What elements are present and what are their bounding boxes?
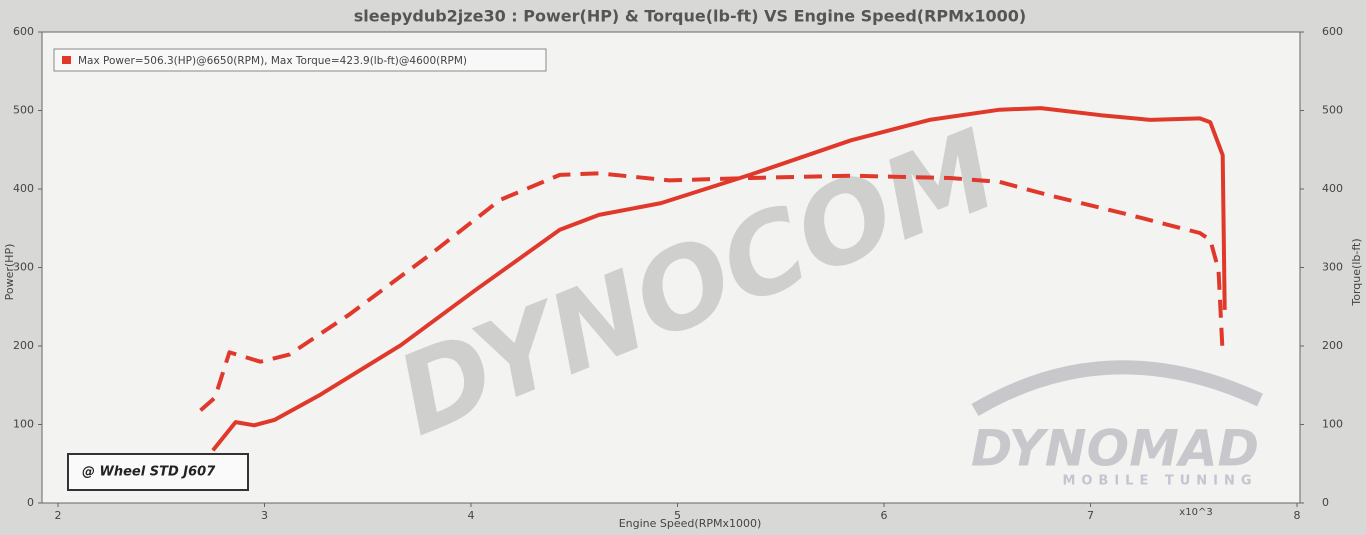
y-axis-label: Power(HP) <box>3 244 16 301</box>
marks: 2 3 4 5 6 7 8 0 100 200 300 400 500 600 0 100 200 300 400 5… <box>13 25 1343 522</box>
series-line <box>211 106 1227 452</box>
y2-tick-label: 200 <box>1322 339 1343 352</box>
legend-swatch <box>62 56 71 64</box>
chart-title: sleepydub2jze30 : Power(HP) & Torque(lb-… <box>354 7 1026 26</box>
x-tick-label: 8 <box>1294 509 1301 522</box>
y2-tick-label: 500 <box>1322 104 1343 117</box>
y-tick-label: 500 <box>13 104 34 117</box>
x-tick-label: 3 <box>261 509 268 522</box>
x-tick-label: 5 <box>674 509 681 522</box>
logo-arc <box>971 360 1263 417</box>
watermark: MOBILE TUNING <box>1062 474 1257 489</box>
y-tick-label: 100 <box>13 418 34 431</box>
x-tick-label: 6 <box>881 509 888 522</box>
legend-box <box>53 48 547 72</box>
y2-tick-label: 600 <box>1322 25 1343 38</box>
series-line <box>199 171 1225 412</box>
x-tick-label: 7 <box>1087 509 1094 522</box>
y-tick-label: 600 <box>13 25 34 38</box>
annotation-box <box>67 453 249 491</box>
x-multiplier: x10^3 <box>1179 507 1212 518</box>
y-tick-label: 400 <box>13 182 34 195</box>
y2-axis-label: Torque(lb-ft) <box>1350 238 1363 306</box>
watermark: DYNOMAD <box>971 420 1259 478</box>
y2-tick-label: 100 <box>1322 418 1343 431</box>
y2-tick-label: 0 <box>1322 496 1329 509</box>
y2-tick-label: 400 <box>1322 182 1343 195</box>
y-tick-label: 300 <box>13 261 34 274</box>
x-tick-label: 4 <box>468 509 475 522</box>
y-tick-label: 200 <box>13 339 34 352</box>
legend-text: Max Power=506.3(HP)@6650(RPM), Max Torqu… <box>78 55 467 67</box>
x-tick-label: 2 <box>55 509 62 522</box>
annotation: @ Wheel STD J607 <box>82 465 216 480</box>
y2-tick-label: 300 <box>1322 261 1343 274</box>
y-tick-label: 0 <box>27 496 34 509</box>
x-axis-label: Engine Speed(RPMx1000) <box>619 517 762 530</box>
